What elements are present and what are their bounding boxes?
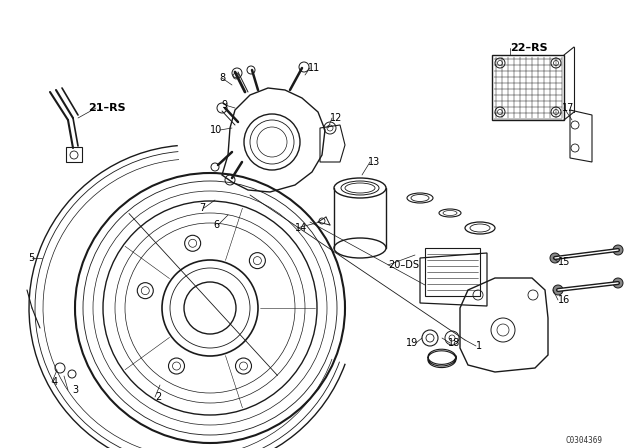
- Text: 19: 19: [406, 338, 418, 348]
- Circle shape: [613, 245, 623, 255]
- Text: 18: 18: [448, 338, 460, 348]
- Circle shape: [550, 253, 560, 263]
- Text: 3: 3: [72, 385, 78, 395]
- Text: 10: 10: [210, 125, 222, 135]
- Text: 7: 7: [199, 203, 205, 213]
- Text: 6: 6: [214, 220, 220, 230]
- Text: 15: 15: [558, 257, 570, 267]
- Text: 22–RS: 22–RS: [510, 43, 548, 53]
- Text: 21–RS: 21–RS: [88, 103, 125, 113]
- Text: 12: 12: [330, 113, 342, 123]
- Circle shape: [613, 278, 623, 288]
- Text: 2: 2: [155, 392, 161, 402]
- Text: 16: 16: [558, 295, 570, 305]
- Text: 9: 9: [222, 100, 228, 110]
- Text: 20–DS: 20–DS: [388, 260, 419, 270]
- Text: 14: 14: [295, 223, 307, 233]
- Text: 8: 8: [219, 73, 225, 83]
- Text: 11: 11: [308, 63, 320, 73]
- Text: 5: 5: [28, 253, 35, 263]
- Text: C0304369: C0304369: [565, 435, 602, 444]
- Text: 17: 17: [562, 103, 574, 113]
- Circle shape: [553, 285, 563, 295]
- Text: 4: 4: [52, 377, 58, 387]
- Text: 13: 13: [368, 157, 380, 167]
- Text: 1: 1: [476, 341, 482, 351]
